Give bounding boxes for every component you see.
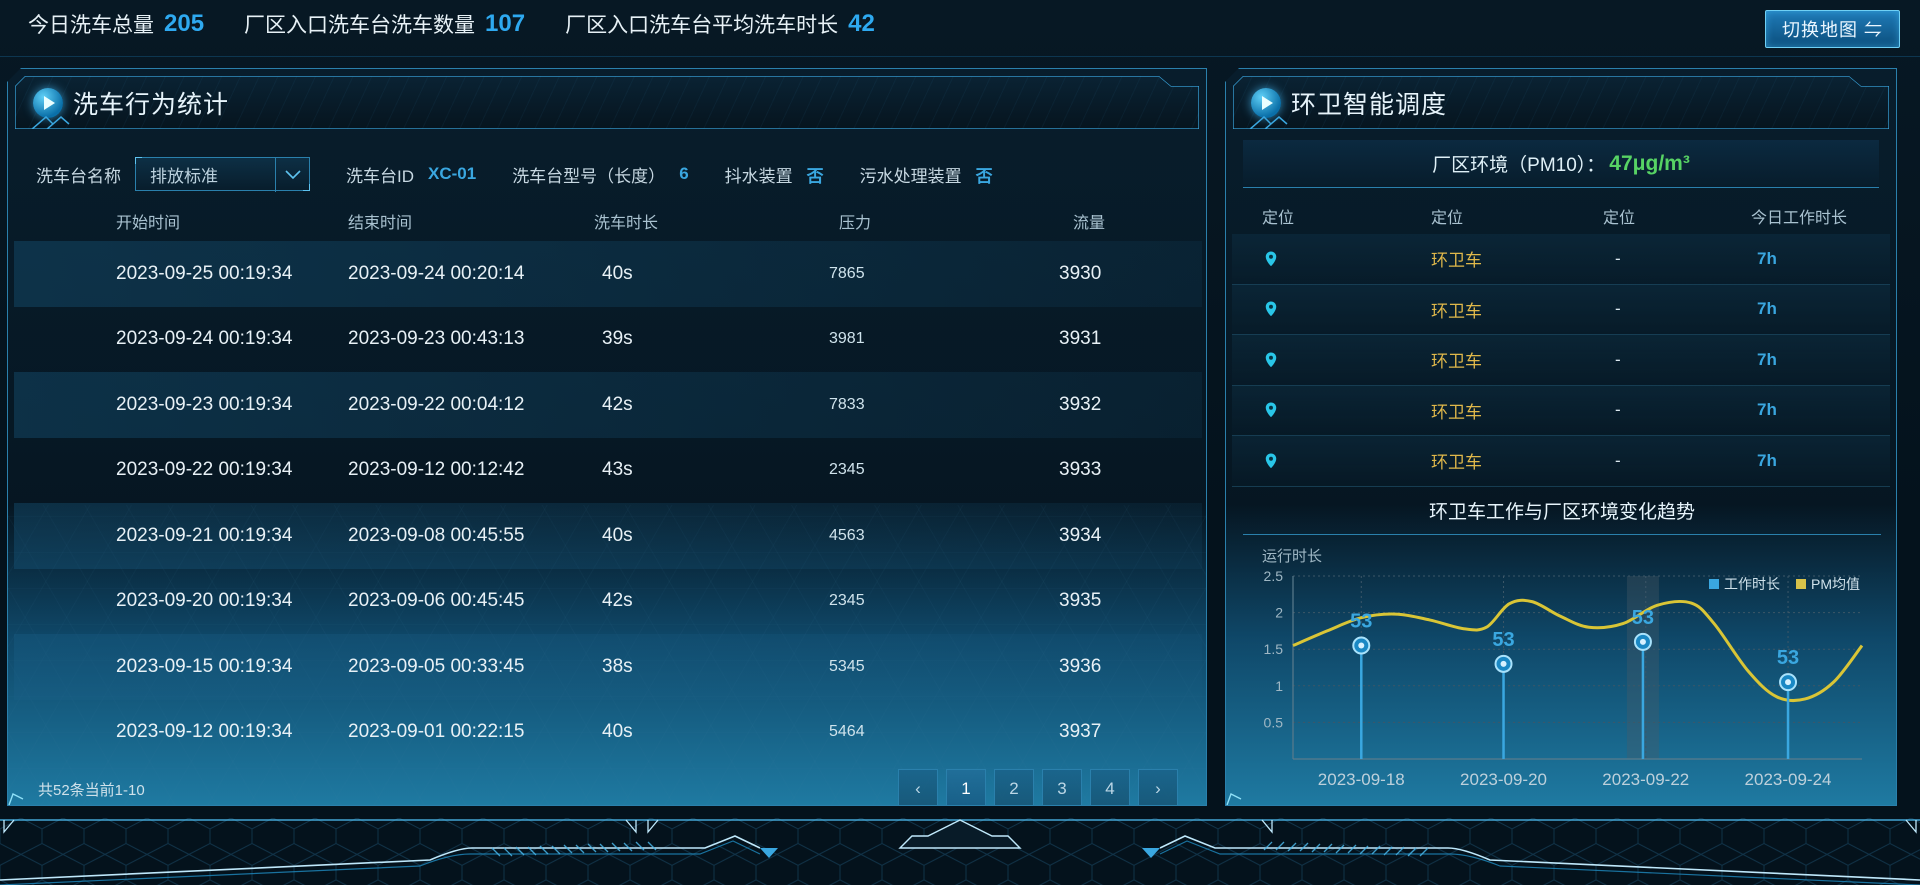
svg-text:2023-09-24: 2023-09-24 bbox=[1745, 770, 1832, 789]
svg-text:2: 2 bbox=[1275, 604, 1283, 620]
svg-text:1.5: 1.5 bbox=[1264, 641, 1284, 657]
svg-text:53: 53 bbox=[1492, 628, 1514, 650]
svg-text:53: 53 bbox=[1777, 647, 1799, 669]
svg-text:2023-09-20: 2023-09-20 bbox=[1460, 770, 1547, 789]
svg-text:1: 1 bbox=[1275, 677, 1283, 693]
svg-text:2023-09-22: 2023-09-22 bbox=[1602, 770, 1689, 789]
svg-text:2.5: 2.5 bbox=[1264, 568, 1284, 584]
svg-text:53: 53 bbox=[1350, 610, 1372, 632]
svg-text:2023-09-18: 2023-09-18 bbox=[1318, 770, 1405, 789]
svg-text:53: 53 bbox=[1632, 606, 1654, 628]
svg-text:0.5: 0.5 bbox=[1264, 714, 1284, 730]
